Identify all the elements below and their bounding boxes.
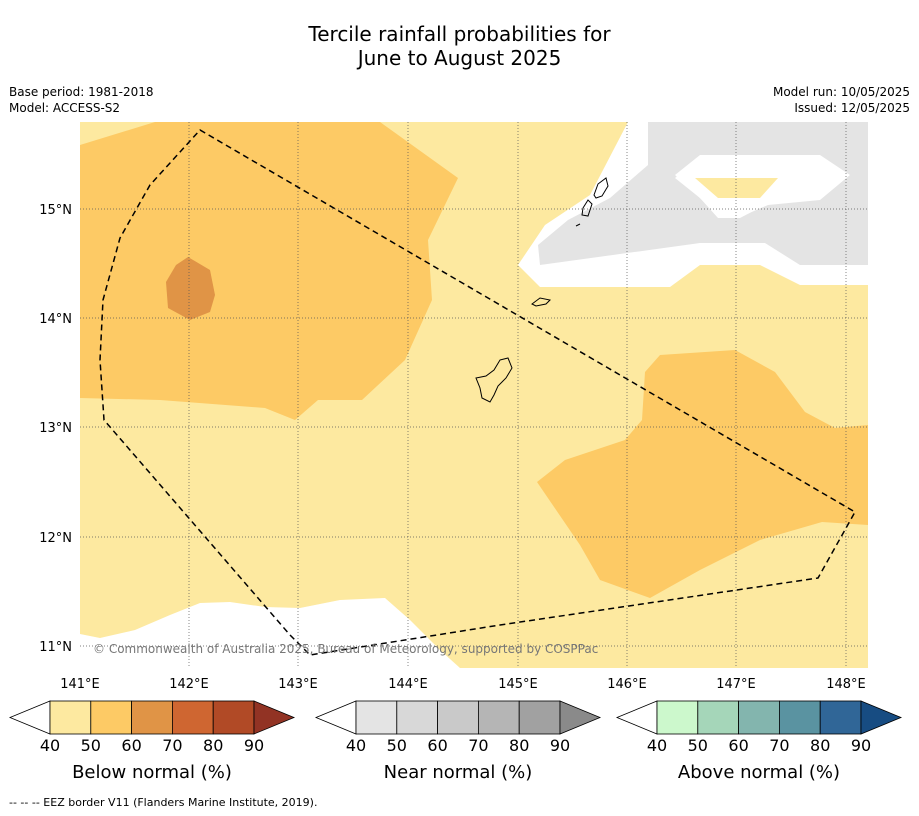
rota-island [531,297,552,307]
lon-label: 145°E [498,677,538,692]
white-band-southwest [80,598,460,668]
lat-label: 11°N [39,640,72,655]
colorbar-tick-label: 70 [468,736,488,755]
lat-label: 14°N [39,312,72,327]
colorbar-1: 40 50 60 70 80 90 Below normal (%) [8,700,296,783]
colorbar-segment [518,700,561,735]
colorbar-tick-label: 60 [728,736,748,755]
colorbar-segment [131,700,173,735]
colorbar-extend-high [253,700,296,735]
colorbar-tick-label: 60 [427,736,447,755]
lon-label: 146°E [607,677,647,692]
colorbar-segment [738,700,780,735]
colorbar-extend-low [314,700,357,735]
eez-border [99,129,857,656]
lon-label: 144°E [388,677,428,692]
colorbar-extend-low [615,700,658,735]
issued-date: Issued: 12/05/2025 [794,101,910,115]
map-fill-layer [80,122,868,668]
graticule [80,122,868,668]
colorbar-tick-label: 50 [688,736,708,755]
colorbar-segment [90,700,133,735]
lat-label: 15°N [39,203,72,218]
colorbar-tick-label: 80 [509,736,529,755]
below-normal-70-region [166,257,215,320]
colorbar-3: 40 50 60 70 80 90 Above normal (%) [615,700,903,783]
tinian-island [581,199,593,217]
colorbar-segment [779,700,821,735]
colorbar-tick-label: 40 [346,736,366,755]
meta-left: Base period: 1981-2018 Model: ACCESS-S2 [9,84,154,116]
below-normal-60-region-east [537,350,868,598]
colorbar-segment [819,700,862,735]
base-period: Base period: 1981-2018 [9,85,154,99]
model-name: Model: ACCESS-S2 [9,101,121,115]
title-line-2: June to August 2025 [357,46,562,70]
colorbar-segment [437,700,479,735]
longitude-labels: 141°E 142°E 143°E 144°E 145°E 146°E 147°E 148°E [60,677,866,692]
colorbar-tick-label: 70 [769,736,789,755]
near-normal-40-region [538,122,868,265]
colorbar-tick-label: 50 [387,736,407,755]
eez-legend-footer: -- -- -- EEZ border V11 (Flanders Marine… [9,796,318,809]
colorbar-tick-label: 50 [81,736,101,755]
colorbar-tick-label: 80 [203,736,223,755]
colorbar-tick-label: 90 [851,736,871,755]
lon-label: 143°E [278,677,318,692]
lat-label: 13°N [39,421,72,436]
colorbar-segment [49,700,92,735]
inner-below-normal-patch [695,178,778,198]
colorbar-label: Below normal (%) [72,762,232,783]
copyright-text: © Commonwealth of Australia 2025, Bureau… [93,642,598,656]
colorbar-label: Near normal (%) [384,762,533,783]
lon-label: 148°E [826,677,866,692]
colorbar-tick-label: 40 [647,736,667,755]
colorbar-tick-label: 80 [810,736,830,755]
colorbar-segment [212,700,255,735]
colorbar-segment [697,700,739,735]
colorbar-segment [396,700,438,735]
colorbar-tick-label: 60 [121,736,141,755]
colorbar-2: 40 50 60 70 80 90 Near normal (%) [314,700,602,783]
colorbar-extend-high [559,700,602,735]
colorbar-tick-label: 90 [550,736,570,755]
latitude-labels: 15°N 14°N 13°N 12°N 11°N [39,203,72,655]
lon-label: 147°E [716,677,756,692]
guam-island [475,357,513,403]
chart-title: Tercile rainfall probabilities for June … [0,22,919,70]
colorbar-segment [355,700,398,735]
colorbar-segment [171,700,214,735]
colorbar-segment [656,700,699,735]
aguijan-island [575,223,581,227]
colorbar-segment [477,700,520,735]
meta-right: Model run: 10/05/2025 Issued: 12/05/2025 [773,84,910,116]
colorbars: 40 50 60 70 80 90 Below normal (%) 40 50 60 70 80 90… [8,700,903,783]
colorbar-extend-low [8,700,51,735]
title-line-1: Tercile rainfall probabilities for [308,22,611,46]
colorbar-tick-label: 90 [244,736,264,755]
model-run: Model run: 10/05/2025 [772,85,910,99]
colorbar-tick-label: 40 [40,736,60,755]
saipan-island [593,177,609,199]
lon-label: 141°E [60,677,100,692]
below-normal-60-region-west [80,122,458,420]
lat-label: 12°N [39,531,72,546]
colorbar-tick-label: 70 [162,736,182,755]
colorbar-label: Above normal (%) [678,762,840,783]
lon-label: 142°E [169,677,209,692]
colorbar-extend-high [860,700,903,735]
